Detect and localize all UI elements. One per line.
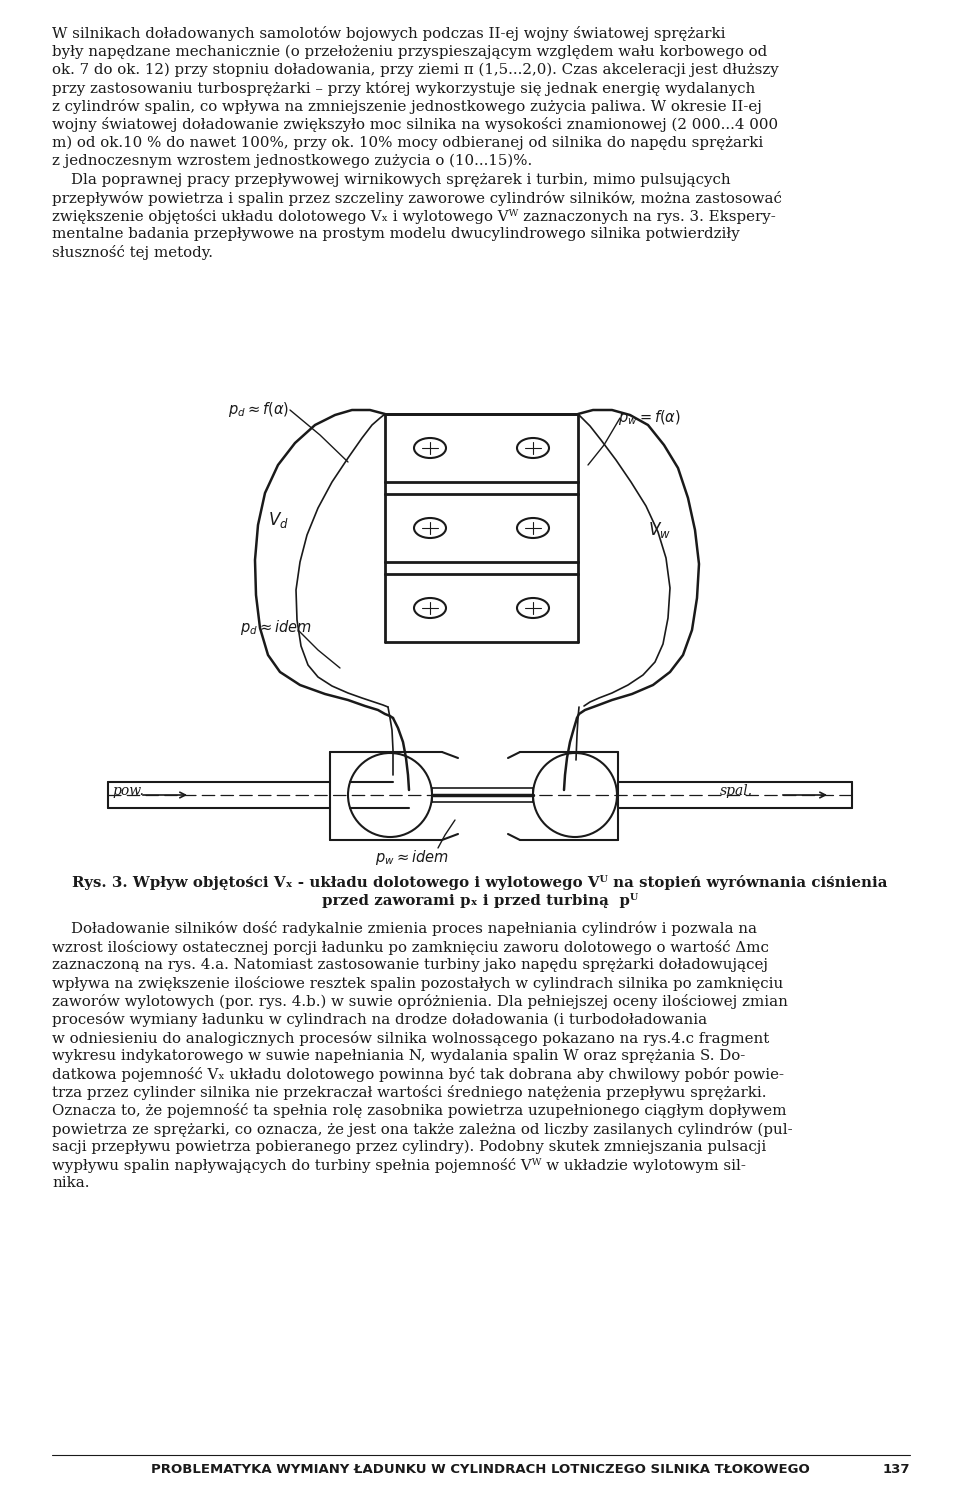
Text: procesów wymiany ładunku w cylindrach na drodze doładowania (i turbodoładowania: procesów wymiany ładunku w cylindrach na… <box>52 1012 708 1027</box>
Text: Doładowanie silników dość radykalnie zmienia proces napełniania cylindrów i pozw: Doładowanie silników dość radykalnie zmi… <box>52 921 757 936</box>
Text: Rys. 3. Wpływ objętości Vₓ - układu dolotowego i wylotowego Vᵂ na stopień wyrówn: Rys. 3. Wpływ objętości Vₓ - układu dolo… <box>72 875 888 890</box>
Text: wpływa na zwiększenie ilościowe resztek spalin pozostałych w cylindrach silnika : wpływa na zwiększenie ilościowe resztek … <box>52 976 783 991</box>
Text: przepływów powietrza i spalin przez szczeliny zaworowe cylindrów silników, można: przepływów powietrza i spalin przez szcz… <box>52 190 781 205</box>
Text: sacji przepływu powietrza pobieranego przez cylindry). Podobny skutek zmniejszan: sacji przepływu powietrza pobieranego pr… <box>52 1140 766 1155</box>
Text: $p_w \approx idem$: $p_w \approx idem$ <box>375 849 448 866</box>
Text: mentalne badania przepływowe na prostym modelu dwucylindrowego silnika potwierdz: mentalne badania przepływowe na prostym … <box>52 227 740 241</box>
Text: nika.: nika. <box>52 1177 89 1190</box>
Text: wzrost ilościowy ostatecznej porcji ładunku po zamknięciu zaworu dolotowego o wa: wzrost ilościowy ostatecznej porcji ładu… <box>52 939 769 954</box>
Text: zaworów wylotowych (por. rys. 4.b.) w suwie opróżnienia. Dla pełniejszej oceny i: zaworów wylotowych (por. rys. 4.b.) w su… <box>52 994 788 1009</box>
Text: m) od ok.10 % do nawet 100%, przy ok. 10% mocy odbieranej od silnika do napędu s: m) od ok.10 % do nawet 100%, przy ok. 10… <box>52 135 763 150</box>
Text: powietrza ze sprężarki, co oznacza, że jest ona także zależna od liczby zasilany: powietrza ze sprężarki, co oznacza, że j… <box>52 1122 793 1137</box>
Text: wykresu indykatorowego w suwie napełniania N, wydalania spalin W oraz sprężania : wykresu indykatorowego w suwie napełnian… <box>52 1049 745 1062</box>
Text: zwiększenie objętości układu dolotowego Vₓ i wylotowego Vᵂ zaznaczonych na rys. : zwiększenie objętości układu dolotowego … <box>52 210 776 224</box>
Text: 137: 137 <box>882 1464 910 1476</box>
Text: przed zaworami pₓ i przed turbiną  pᵂ: przed zaworami pₓ i przed turbiną pᵂ <box>322 893 638 908</box>
Text: datkowa pojemność Vₓ układu dolotowego powinna być tak dobrana aby chwilowy pobó: datkowa pojemność Vₓ układu dolotowego p… <box>52 1067 784 1082</box>
Text: słuszność tej metody.: słuszność tej metody. <box>52 245 213 260</box>
Text: $V_w$: $V_w$ <box>648 520 671 539</box>
Text: z jednoczesnym wzrostem jednostkowego zużycia o (10...15)%.: z jednoczesnym wzrostem jednostkowego zu… <box>52 153 532 168</box>
Text: $p_d \approx idem$: $p_d \approx idem$ <box>240 618 312 637</box>
Text: trza przez cylinder silnika nie przekraczał wartości średniego natężenia przepły: trza przez cylinder silnika nie przekrac… <box>52 1085 766 1100</box>
Text: zaznaczoną na rys. 4.a. Natomiast zastosowanie turbiny jako napędu sprężarki doł: zaznaczoną na rys. 4.a. Natomiast zastos… <box>52 958 768 972</box>
Text: w odniesieniu do analogicznych procesów silnika wolnossącego pokazano na rys.4.c: w odniesieniu do analogicznych procesów … <box>52 1031 769 1046</box>
Text: PROBLEMATYKA WYMIANY ŁADUNKU W CYLINDRACH LOTNICZEGO SILNIKA TŁOKOWEGO: PROBLEMATYKA WYMIANY ŁADUNKU W CYLINDRAC… <box>151 1464 809 1476</box>
Text: ok. 7 do ok. 12) przy stopniu doładowania, przy ziemi π (1,5...2,0). Czas akcele: ok. 7 do ok. 12) przy stopniu doładowani… <box>52 62 779 77</box>
Text: $V_d$: $V_d$ <box>268 510 289 531</box>
Text: wojny światowej doładowanie zwiększyło moc silnika na wysokości znamionowej (2 0: wojny światowej doładowanie zwiększyło m… <box>52 117 779 132</box>
Text: W silnikach doładowanych samolotów bojowych podczas II-ej wojny światowej spręża: W silnikach doładowanych samolotów bojow… <box>52 25 726 42</box>
Text: pow.: pow. <box>112 785 144 798</box>
Text: Oznacza to, że pojemność ta spełnia rolę zasobnika powietrza uzupełnionego ciągł: Oznacza to, że pojemność ta spełnia rolę… <box>52 1104 786 1119</box>
Text: Dla poprawnej pracy przepływowej wirnikowych sprężarek i turbin, mimo pulsującyc: Dla poprawnej pracy przepływowej wirniko… <box>52 172 731 187</box>
Text: $p_d \approx f(\alpha)$: $p_d \approx f(\alpha)$ <box>228 400 289 419</box>
Text: spal.: spal. <box>720 785 754 798</box>
Text: wypływu spalin napływających do turbiny spełnia pojemność Vᵂ w układzie wylotowy: wypływu spalin napływających do turbiny … <box>52 1158 746 1172</box>
Text: z cylindrów spalin, co wpływa na zmniejszenie jednostkowego zużycia paliwa. W ok: z cylindrów spalin, co wpływa na zmniejs… <box>52 98 762 114</box>
Text: $p_w = f(\alpha)$: $p_w = f(\alpha)$ <box>618 409 681 426</box>
Text: przy zastosowaniu turbosprężarki – przy której wykorzystuje się jednak energię w: przy zastosowaniu turbosprężarki – przy … <box>52 80 756 95</box>
Text: były napędzane mechanicznie (o przełożeniu przyspieszającym względem wału korbow: były napędzane mechanicznie (o przełożen… <box>52 45 767 58</box>
